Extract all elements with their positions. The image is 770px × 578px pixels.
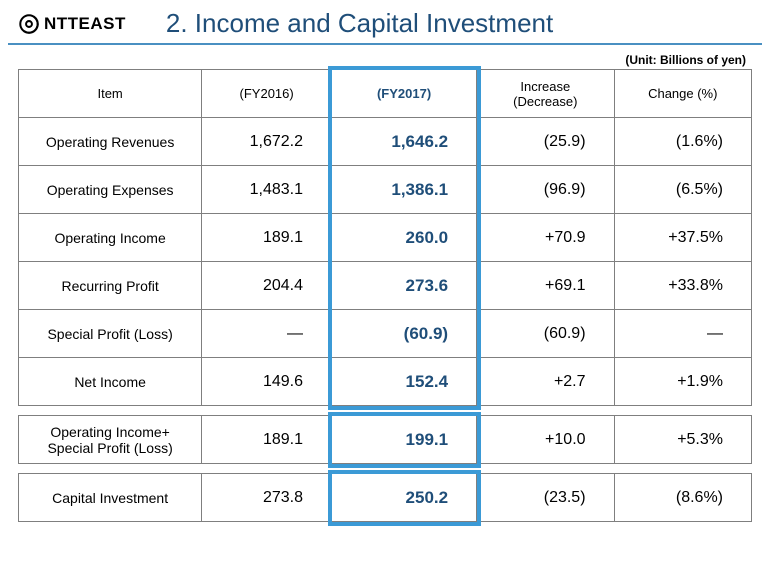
- cell-fy2017: 260.0: [332, 214, 477, 262]
- cell-fy2016: 1,672.2: [202, 118, 332, 166]
- cell-fy2016: 189.1: [202, 416, 332, 464]
- cell-inc: +10.0: [477, 416, 614, 464]
- cell-fy2017: 1,646.2: [332, 118, 477, 166]
- table-row: Operating Revenues1,672.21,646.2(25.9)(1…: [19, 118, 752, 166]
- table-row: Recurring Profit204.4273.6+69.1+33.8%: [19, 262, 752, 310]
- cell-item: Operating Income+ Special Profit (Loss): [19, 416, 202, 464]
- page-title: 2. Income and Capital Investment: [166, 8, 553, 39]
- col-item: Item: [19, 70, 202, 118]
- header: NTTEAST 2. Income and Capital Investment: [0, 0, 770, 43]
- ntt-logo-icon: [18, 13, 40, 35]
- cell-fy2016: —: [202, 310, 332, 358]
- col-increase: Increase (Decrease): [477, 70, 614, 118]
- col-fy2016: (FY2016): [202, 70, 332, 118]
- cell-fy2016: 204.4: [202, 262, 332, 310]
- cell-chg: (8.6%): [614, 474, 751, 522]
- cell-fy2017: 250.2: [332, 474, 477, 522]
- cell-inc: (96.9): [477, 166, 614, 214]
- cell-inc: (60.9): [477, 310, 614, 358]
- cell-item: Special Profit (Loss): [19, 310, 202, 358]
- cell-inc: (25.9): [477, 118, 614, 166]
- cell-chg: (1.6%): [614, 118, 751, 166]
- cell-fy2017: 199.1: [332, 416, 477, 464]
- cell-fy2017: 273.6: [332, 262, 477, 310]
- cell-item: Operating Expenses: [19, 166, 202, 214]
- table-row-sub2: Capital Investment 273.8 250.2 (23.5) (8…: [19, 474, 752, 522]
- col-change: Change (%): [614, 70, 751, 118]
- cell-fy2017: 152.4: [332, 358, 477, 406]
- logo-text: NTTEAST: [44, 14, 126, 34]
- table-row-sub1: Operating Income+ Special Profit (Loss) …: [19, 416, 752, 464]
- cell-fy2016: 273.8: [202, 474, 332, 522]
- cell-item: Operating Revenues: [19, 118, 202, 166]
- cell-item-label: Operating Income+ Special Profit (Loss): [47, 424, 172, 456]
- cell-chg: +37.5%: [614, 214, 751, 262]
- cell-fy2017: (60.9): [332, 310, 477, 358]
- table-row: Special Profit (Loss)—(60.9)(60.9)—: [19, 310, 752, 358]
- logo: NTTEAST: [18, 13, 126, 35]
- cell-chg: +1.9%: [614, 358, 751, 406]
- table-wrap: Item (FY2016) (FY2017) Increase (Decreas…: [0, 69, 770, 522]
- cell-inc: (23.5): [477, 474, 614, 522]
- cell-inc: +70.9: [477, 214, 614, 262]
- cell-chg: +33.8%: [614, 262, 751, 310]
- cell-inc: +69.1: [477, 262, 614, 310]
- cell-fy2017: 1,386.1: [332, 166, 477, 214]
- cell-fy2016: 1,483.1: [202, 166, 332, 214]
- cell-inc: +2.7: [477, 358, 614, 406]
- cell-item: Capital Investment: [19, 474, 202, 522]
- cell-chg: +5.3%: [614, 416, 751, 464]
- col-fy2017: (FY2017): [332, 70, 477, 118]
- income-table: Item (FY2016) (FY2017) Increase (Decreas…: [18, 69, 752, 522]
- col-increase-label: Increase (Decrease): [513, 79, 577, 109]
- cell-item: Recurring Profit: [19, 262, 202, 310]
- table-header-row: Item (FY2016) (FY2017) Increase (Decreas…: [19, 70, 752, 118]
- cell-chg: —: [614, 310, 751, 358]
- cell-item: Operating Income: [19, 214, 202, 262]
- cell-fy2016: 149.6: [202, 358, 332, 406]
- cell-item: Net Income: [19, 358, 202, 406]
- gap-row: [19, 406, 752, 416]
- gap-row: [19, 464, 752, 474]
- unit-label: (Unit: Billions of yen): [0, 45, 770, 69]
- cell-fy2016: 189.1: [202, 214, 332, 262]
- table-row: Operating Income189.1260.0+70.9+37.5%: [19, 214, 752, 262]
- cell-chg: (6.5%): [614, 166, 751, 214]
- table-row: Operating Expenses1,483.11,386.1(96.9)(6…: [19, 166, 752, 214]
- table-row: Net Income149.6152.4+2.7+1.9%: [19, 358, 752, 406]
